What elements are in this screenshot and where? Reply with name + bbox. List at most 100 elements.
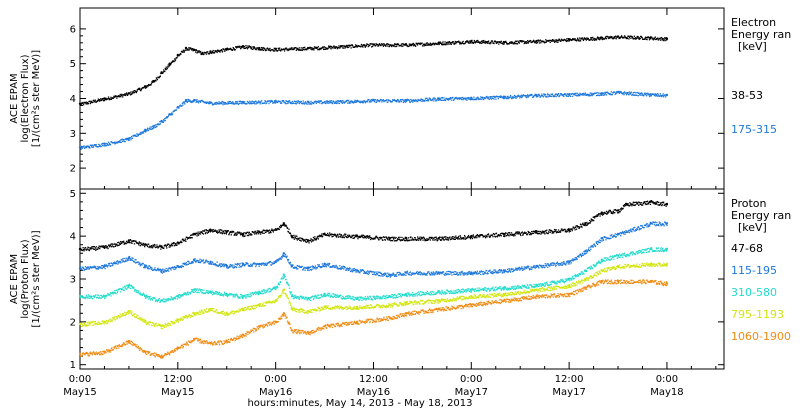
data-dot bbox=[266, 49, 267, 50]
data-dot bbox=[269, 48, 270, 49]
data-dot bbox=[543, 265, 544, 266]
data-dot bbox=[373, 274, 374, 275]
data-point bbox=[649, 201, 651, 203]
data-dot bbox=[426, 98, 427, 99]
data-dot bbox=[377, 44, 378, 45]
data-dot bbox=[83, 250, 84, 251]
data-dot bbox=[147, 246, 148, 247]
data-dot bbox=[611, 234, 612, 235]
data-dot bbox=[518, 268, 519, 269]
data-dot bbox=[170, 245, 171, 246]
data-dot bbox=[104, 100, 105, 101]
data-dot bbox=[543, 41, 544, 42]
data-dot bbox=[441, 43, 442, 44]
data-dot bbox=[528, 42, 529, 43]
data-dot bbox=[260, 233, 261, 234]
data-dot bbox=[546, 96, 547, 97]
data-dot bbox=[387, 101, 388, 102]
data-dot bbox=[557, 262, 558, 263]
data-dot bbox=[592, 95, 593, 96]
data-dot bbox=[616, 38, 617, 39]
data-dot bbox=[273, 231, 274, 232]
data-dot bbox=[129, 242, 130, 243]
data-dot bbox=[266, 264, 267, 265]
data-dot bbox=[548, 96, 549, 97]
data-dot bbox=[542, 267, 543, 268]
data-dot bbox=[449, 273, 450, 274]
data-dot bbox=[496, 233, 497, 234]
data-dot bbox=[332, 266, 333, 267]
data-dot bbox=[221, 50, 222, 51]
data-dot bbox=[288, 229, 289, 230]
data-dot bbox=[395, 276, 396, 277]
data-dot bbox=[99, 248, 100, 249]
data-dot bbox=[417, 44, 418, 45]
data-dot bbox=[555, 96, 556, 97]
data-dot bbox=[387, 239, 388, 240]
data-dot bbox=[368, 238, 369, 239]
data-dot bbox=[563, 261, 564, 262]
data-dot bbox=[631, 92, 632, 93]
data-dot bbox=[627, 203, 628, 204]
data-dot bbox=[641, 202, 642, 203]
data-dot bbox=[301, 240, 302, 241]
data-dot bbox=[419, 236, 420, 237]
data-dot bbox=[515, 233, 516, 234]
data-dot bbox=[575, 259, 576, 260]
data-dot bbox=[352, 271, 353, 272]
data-dot bbox=[359, 272, 360, 273]
data-dot bbox=[555, 230, 556, 231]
data-dot bbox=[576, 259, 577, 260]
data-dot bbox=[538, 267, 539, 268]
data-dot bbox=[660, 222, 661, 223]
data-dot bbox=[595, 245, 596, 246]
data-point bbox=[405, 99, 407, 101]
data-dot bbox=[392, 240, 393, 241]
data-dot bbox=[412, 237, 413, 238]
data-dot bbox=[646, 39, 647, 40]
data-dot bbox=[252, 101, 253, 102]
data-dot bbox=[444, 41, 445, 42]
data-dot bbox=[89, 147, 90, 148]
data-point bbox=[666, 37, 668, 39]
data-dot bbox=[482, 97, 483, 98]
data-dot bbox=[293, 235, 294, 236]
data-dot bbox=[316, 103, 317, 104]
data-dot bbox=[249, 232, 250, 233]
data-dot bbox=[139, 241, 140, 242]
data-point bbox=[128, 256, 130, 258]
data-dot bbox=[583, 40, 584, 41]
data-dot bbox=[176, 57, 177, 58]
data-dot bbox=[574, 229, 575, 230]
data-dot bbox=[660, 40, 661, 41]
data-dot bbox=[452, 97, 453, 98]
data-dot bbox=[151, 126, 152, 127]
data-dot bbox=[642, 204, 643, 205]
data-dot bbox=[442, 238, 443, 239]
data-dot bbox=[93, 146, 94, 147]
data-dot bbox=[131, 243, 132, 244]
data-dot bbox=[430, 239, 431, 240]
data-dot bbox=[560, 230, 561, 231]
data-dot bbox=[417, 236, 418, 237]
data-dot bbox=[640, 38, 641, 39]
data-dot bbox=[96, 246, 97, 247]
data-dot bbox=[338, 45, 339, 46]
data-dot bbox=[601, 240, 602, 241]
data-dot bbox=[550, 42, 551, 43]
data-dot bbox=[571, 262, 572, 263]
data-dot bbox=[546, 230, 547, 231]
data-dot bbox=[641, 95, 642, 96]
data-dot bbox=[492, 273, 493, 274]
data-dot bbox=[384, 237, 385, 238]
data-dot bbox=[585, 93, 586, 94]
data-point bbox=[307, 47, 309, 49]
data-dot bbox=[417, 101, 418, 102]
data-point bbox=[128, 137, 130, 139]
data-point bbox=[144, 85, 146, 87]
y-axis-title-line: ACE EPAM bbox=[9, 254, 20, 304]
data-dot bbox=[301, 101, 302, 102]
data-dot bbox=[163, 122, 164, 123]
data-dot bbox=[628, 94, 629, 95]
data-dot bbox=[315, 268, 316, 269]
